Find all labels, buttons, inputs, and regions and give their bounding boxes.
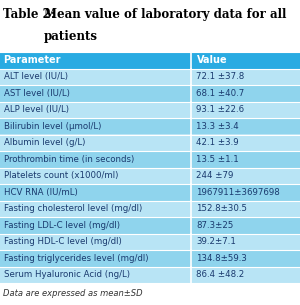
Bar (0, 69, 300, 85)
Bar (0, 167, 300, 184)
Text: patients: patients (44, 30, 98, 43)
Bar (0, 85, 300, 102)
Text: Mean value of laboratory data for all: Mean value of laboratory data for all (44, 8, 286, 21)
Text: 93.1 ±22.6: 93.1 ±22.6 (196, 105, 244, 114)
Text: ALP level (IU/L): ALP level (IU/L) (4, 105, 69, 114)
Bar (0, 234, 300, 250)
Text: 39.2±7.1: 39.2±7.1 (196, 237, 236, 246)
Text: 152.8±30.5: 152.8±30.5 (196, 204, 247, 213)
Text: Bilirubin level (µmol/L): Bilirubin level (µmol/L) (4, 122, 101, 131)
Text: Prothrombin time (in seconds): Prothrombin time (in seconds) (4, 155, 134, 164)
Text: 87.3±25: 87.3±25 (196, 221, 234, 230)
Text: Value: Value (196, 55, 227, 65)
Text: Albumin level (g/L): Albumin level (g/L) (4, 138, 85, 147)
Text: Fasting cholesterol level (mg/dl): Fasting cholesterol level (mg/dl) (4, 204, 142, 213)
Bar (0, 151, 300, 167)
Text: 86.4 ±48.2: 86.4 ±48.2 (196, 270, 245, 279)
Text: 134.8±59.3: 134.8±59.3 (196, 254, 247, 263)
Bar (0, 135, 300, 151)
Text: Fasting LDL-C level (mg/dl): Fasting LDL-C level (mg/dl) (4, 221, 120, 230)
Text: 13.3 ±3.4: 13.3 ±3.4 (196, 122, 239, 131)
Bar (0, 52, 300, 69)
Text: 72.1 ±37.8: 72.1 ±37.8 (196, 72, 245, 81)
Text: 13.5 ±1.1: 13.5 ±1.1 (196, 155, 239, 164)
Bar (0, 267, 300, 283)
Bar (0, 184, 300, 200)
Text: AST level (IU/L): AST level (IU/L) (4, 89, 70, 98)
Bar (0, 118, 300, 135)
Bar (0, 217, 300, 234)
Text: 68.1 ±40.7: 68.1 ±40.7 (196, 89, 245, 98)
Text: Platelets count (x1000/ml): Platelets count (x1000/ml) (4, 171, 118, 180)
Bar (0, 102, 300, 118)
Bar (0, 250, 300, 267)
Text: 42.1 ±3.9: 42.1 ±3.9 (196, 138, 239, 147)
Text: Serum Hyaluronic Acid (ng/L): Serum Hyaluronic Acid (ng/L) (4, 270, 130, 279)
Text: ALT level (IU/L): ALT level (IU/L) (4, 72, 68, 81)
Text: Fasting HDL-C level (mg/dl): Fasting HDL-C level (mg/dl) (4, 237, 121, 246)
Text: Fasting triglycerides level (mg/dl): Fasting triglycerides level (mg/dl) (4, 254, 148, 263)
Text: 244 ±79: 244 ±79 (196, 171, 234, 180)
Text: 1967911±3697698: 1967911±3697698 (196, 188, 280, 197)
Text: HCV RNA (IU/mL): HCV RNA (IU/mL) (4, 188, 77, 197)
Text: Parameter: Parameter (4, 55, 61, 65)
Bar (0, 200, 300, 217)
Text: Table 2:: Table 2: (3, 8, 55, 21)
Text: Data are expressed as mean±SD: Data are expressed as mean±SD (3, 289, 142, 299)
